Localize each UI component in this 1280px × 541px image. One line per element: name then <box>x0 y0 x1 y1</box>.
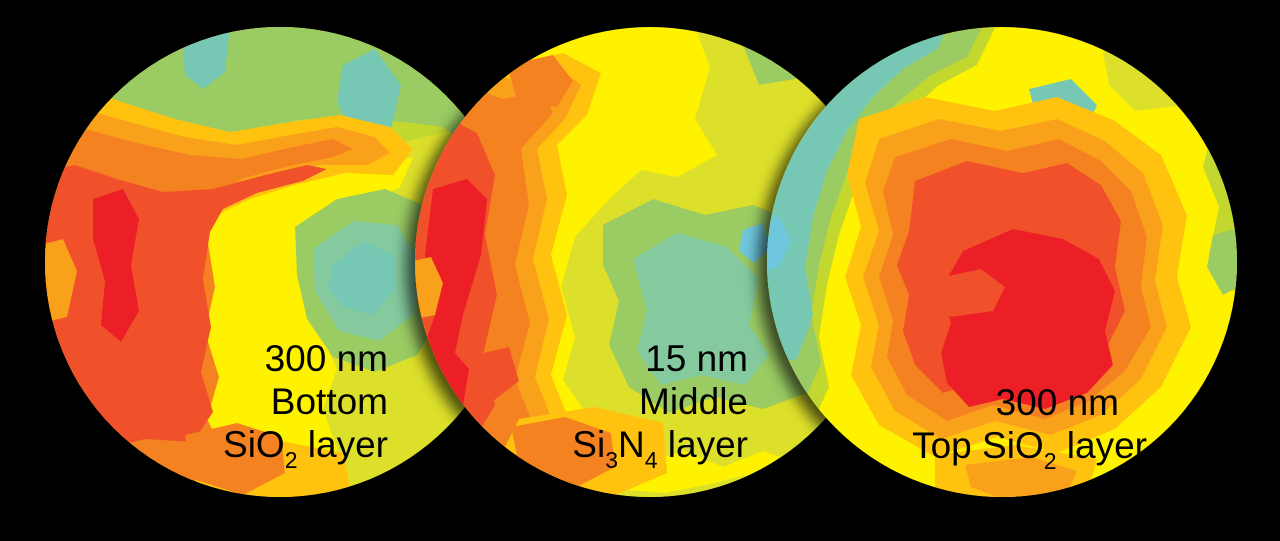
wafer-bottom-sio2: 300 nm Bottom SiO2 layer <box>45 27 515 497</box>
contour-region-orange <box>507 55 573 107</box>
wafer-label-line: Bottom <box>223 380 388 423</box>
label-text: N <box>617 424 645 465</box>
wafer-contour-map <box>45 27 515 497</box>
contour-region-teal <box>767 27 1097 497</box>
contour-region-seafoam <box>633 233 769 385</box>
label-subscript: 4 <box>644 447 658 473</box>
label-text: SiO <box>223 424 285 465</box>
contour-region-amber <box>965 457 1077 497</box>
label-subscript: 3 <box>605 447 618 473</box>
contour-region-red <box>93 189 139 342</box>
wafer-label-line: 300 nm <box>912 381 1119 424</box>
label-subscript: 2 <box>1043 448 1057 474</box>
label-text: Bottom <box>270 381 388 422</box>
label-text: Top SiO <box>912 425 1044 466</box>
wafer-label-line: 15 nm <box>572 337 748 380</box>
contour-region-amber <box>45 239 77 327</box>
contour-region-green <box>767 27 1237 419</box>
wafer-label-line: SiO2 layer <box>223 423 388 482</box>
label-text: Si <box>572 424 606 465</box>
contour-region-sky <box>739 223 770 263</box>
label-text: layer <box>297 424 388 465</box>
wafer-label: 300 nm Top SiO2 layer <box>912 381 1147 483</box>
label-text: layer <box>1056 425 1147 466</box>
contour-region-sky <box>767 217 791 273</box>
contour-region-amber <box>415 257 443 323</box>
wafer-label: 300 nm Bottom SiO2 layer <box>223 337 388 482</box>
contour-region-teal <box>328 241 395 315</box>
wafer-contour-map <box>415 27 885 497</box>
wafer-label-line: Top SiO2 layer <box>912 424 1147 483</box>
contour-region-redOrange <box>471 347 519 401</box>
wafer-middle-si3n4: 15 nm Middle Si3N4 layer <box>415 27 885 497</box>
contour-region-orange <box>185 423 285 495</box>
label-text: 300 nm <box>264 338 388 379</box>
label-text: 300 nm <box>995 382 1119 423</box>
label-text: 15 nm <box>645 338 748 379</box>
wafer-label-line: Middle <box>572 380 748 423</box>
label-text: Middle <box>639 381 748 422</box>
wafer-contour-map <box>767 27 1237 497</box>
label-text: layer <box>657 424 748 465</box>
wafer-label-line: Si3N4 layer <box>572 423 748 482</box>
label-subscript: 2 <box>284 447 298 473</box>
wafer-top-sio2: 300 nm Top SiO2 layer <box>767 27 1237 497</box>
wafer-label-line: 300 nm <box>223 337 388 380</box>
wafer-label: 15 nm Middle Si3N4 layer <box>572 337 748 482</box>
contour-region-redOrange <box>929 269 1005 317</box>
